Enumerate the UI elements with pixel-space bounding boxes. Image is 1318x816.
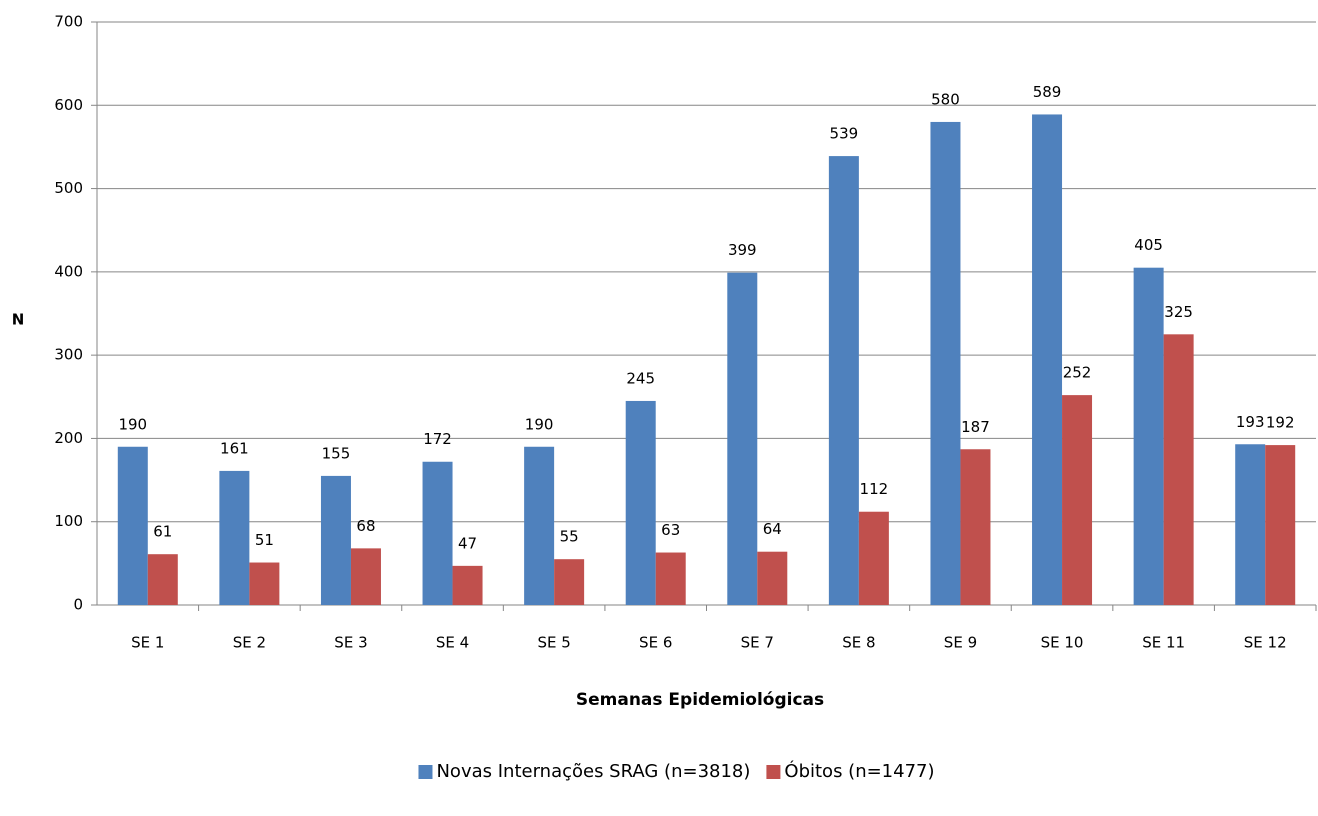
bar [858, 511, 889, 605]
legend-item: Óbitos (n=1477) [766, 760, 935, 782]
data-label: 63 [661, 521, 680, 539]
bar [554, 559, 585, 605]
bar [625, 400, 656, 605]
data-label: 580 [931, 90, 960, 108]
x-tick-label: SE 6 [639, 634, 672, 652]
x-tick-label: SE 4 [436, 634, 469, 652]
bar [1062, 395, 1093, 605]
bar [350, 548, 381, 605]
x-tick-label: SE 8 [842, 634, 875, 652]
x-tick-label: SE 7 [741, 634, 774, 652]
y-tick-label: 600 [54, 96, 83, 114]
x-tick-label: SE 5 [537, 634, 570, 652]
bar [757, 551, 788, 605]
bar [655, 552, 686, 605]
x-tick-label: SE 9 [944, 634, 977, 652]
bar [1032, 114, 1063, 605]
data-label: 172 [423, 430, 452, 448]
bar [1163, 334, 1194, 605]
data-label: 190 [118, 415, 147, 433]
bar [524, 446, 555, 605]
legend-swatch [766, 765, 781, 779]
data-label: 192 [1266, 414, 1295, 432]
data-label: 155 [322, 444, 351, 462]
y-tick-label: 700 [54, 13, 83, 31]
bar [1265, 445, 1296, 605]
legend-label: Óbitos (n=1477) [784, 760, 934, 782]
bar [828, 156, 859, 605]
y-tick-label: 300 [54, 346, 83, 364]
bar [452, 565, 483, 605]
x-tick-label: SE 3 [334, 634, 367, 652]
y-axis-title: N [12, 311, 25, 329]
bar [117, 446, 148, 605]
data-label: 193 [1236, 413, 1265, 431]
bar [1133, 267, 1164, 605]
data-label: 190 [525, 415, 554, 433]
data-label: 399 [728, 241, 757, 259]
bar [320, 475, 351, 605]
data-label: 64 [763, 520, 782, 538]
y-tick-label: 400 [54, 262, 83, 280]
data-label: 68 [356, 517, 375, 535]
x-tick-label: SE 1 [131, 634, 164, 652]
data-label: 161 [220, 439, 249, 457]
y-tick-label: 0 [73, 596, 83, 614]
bar [147, 554, 178, 605]
x-tick-label: SE 12 [1244, 634, 1287, 652]
y-tick-label: 200 [54, 429, 83, 447]
x-tick-label: SE 11 [1142, 634, 1185, 652]
bar [960, 449, 991, 605]
legend-item: Novas Internações SRAG (n=3818) [418, 761, 750, 782]
data-label: 245 [626, 369, 655, 387]
x-tick-label: SE 10 [1041, 634, 1084, 652]
bar [1235, 444, 1266, 605]
data-label: 325 [1164, 303, 1193, 321]
data-label: 539 [830, 125, 859, 143]
data-label: 47 [458, 534, 477, 552]
data-label: 112 [860, 480, 889, 498]
data-label: 51 [255, 531, 274, 549]
legend-swatch [418, 765, 433, 779]
data-label: 252 [1063, 364, 1092, 382]
legend-label: Novas Internações SRAG (n=3818) [436, 761, 750, 782]
data-label: 55 [560, 528, 579, 546]
data-label: 589 [1033, 83, 1062, 101]
bar [249, 562, 280, 605]
x-tick-label: SE 2 [233, 634, 266, 652]
bar [930, 121, 961, 605]
y-tick-label: 100 [54, 512, 83, 530]
x-axis-title: Semanas Epidemiológicas [576, 690, 824, 710]
bar [219, 470, 250, 605]
bar [727, 272, 758, 605]
data-label: 61 [153, 523, 172, 541]
y-tick-label: 500 [54, 179, 83, 197]
bar [422, 461, 453, 605]
data-label: 405 [1134, 236, 1163, 254]
data-label: 187 [961, 418, 990, 436]
